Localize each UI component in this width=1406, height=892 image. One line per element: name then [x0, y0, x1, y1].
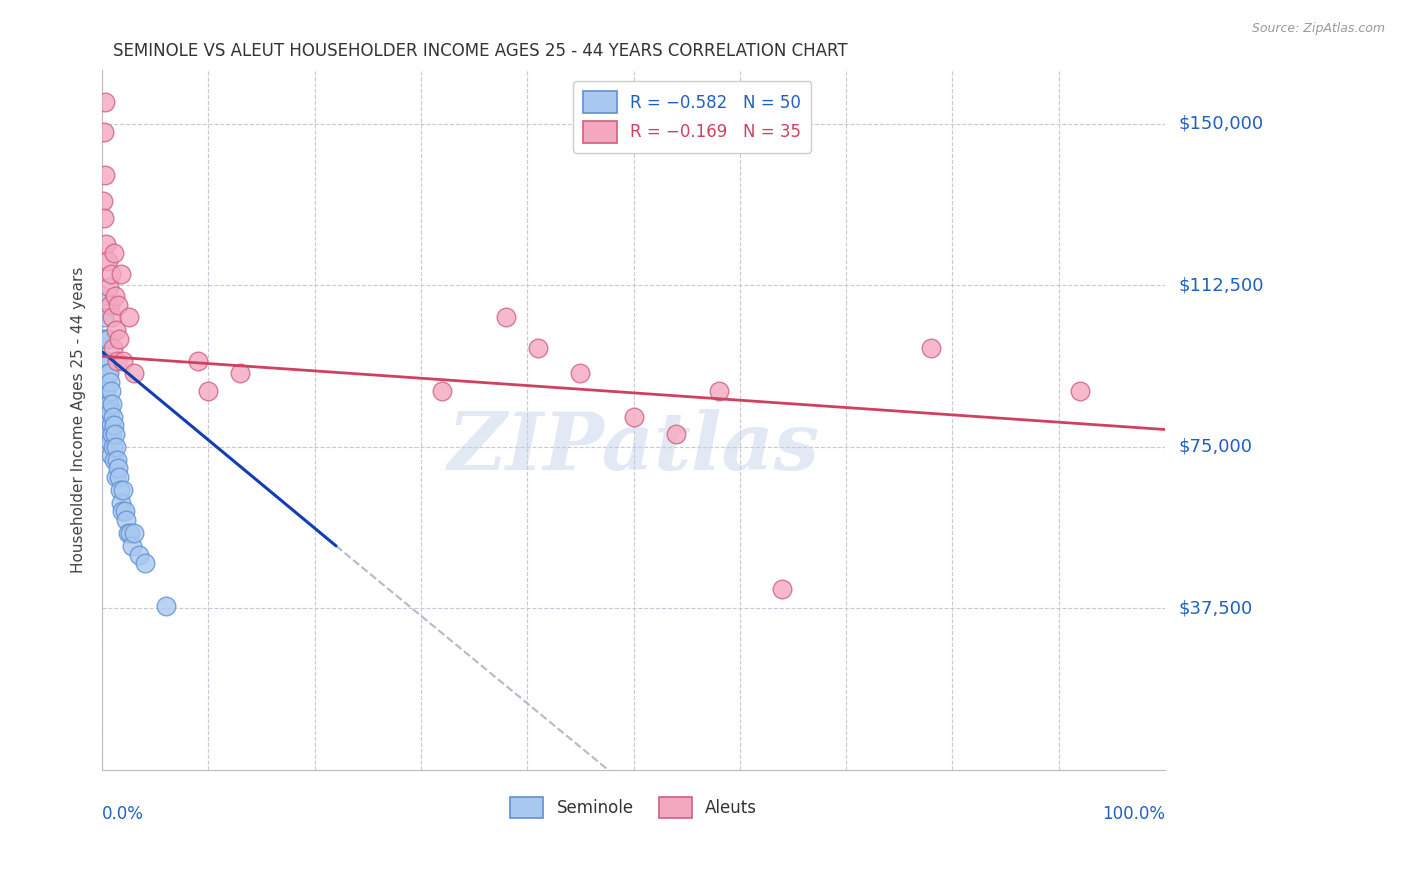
Point [94, 332, 117, 346]
Point [94, 409, 117, 424]
Point [93, 353, 115, 368]
Point [96, 353, 118, 368]
Point [623, 409, 645, 424]
Point [527, 341, 550, 355]
Point [128, 548, 150, 562]
Point [93, 125, 115, 139]
Point [98, 435, 121, 450]
Point [100, 449, 122, 463]
Point [118, 310, 141, 325]
Point [105, 452, 128, 467]
Point [118, 525, 141, 540]
Text: $75,000: $75,000 [1180, 438, 1253, 456]
Point [93, 211, 115, 226]
Point [98, 375, 121, 389]
Point [101, 409, 124, 424]
Point [108, 470, 131, 484]
Point [97, 280, 120, 294]
Point [101, 426, 124, 441]
Text: Source: ZipAtlas.com: Source: ZipAtlas.com [1251, 22, 1385, 36]
Point [121, 539, 143, 553]
Point [93, 310, 115, 325]
Point [103, 452, 125, 467]
Point [98, 405, 121, 419]
Point [110, 483, 132, 497]
Point [94, 95, 117, 109]
Text: ZIPatlas: ZIPatlas [447, 409, 820, 487]
Point [96, 397, 118, 411]
Point [117, 525, 139, 540]
Point [96, 254, 118, 268]
Point [104, 289, 127, 303]
Point [110, 496, 132, 510]
Point [91, 332, 114, 346]
Point [108, 332, 131, 346]
Point [100, 384, 122, 398]
Point [96, 409, 118, 424]
Point [122, 525, 145, 540]
Point [107, 461, 129, 475]
Point [107, 297, 129, 311]
Point [96, 332, 118, 346]
Point [97, 426, 120, 441]
Point [155, 599, 177, 614]
Point [96, 426, 118, 441]
Point [105, 440, 128, 454]
Point [103, 245, 125, 260]
Point [772, 582, 794, 596]
Point [104, 426, 127, 441]
Legend: Seminole, Aleuts: Seminole, Aleuts [503, 790, 763, 825]
Text: $112,500: $112,500 [1180, 277, 1264, 294]
Point [103, 418, 125, 433]
Point [112, 353, 135, 368]
Point [114, 504, 136, 518]
Point [105, 353, 128, 368]
Point [96, 384, 118, 398]
Point [97, 397, 120, 411]
Point [111, 504, 134, 518]
Point [114, 513, 136, 527]
Point [91, 194, 114, 208]
Point [110, 268, 132, 282]
Point [105, 470, 128, 484]
Point [122, 367, 145, 381]
Point [229, 367, 252, 381]
Point [93, 375, 115, 389]
Point [112, 483, 135, 497]
Point [91, 289, 114, 303]
Point [101, 397, 124, 411]
Point [569, 367, 592, 381]
Point [98, 297, 121, 311]
Point [94, 168, 117, 182]
Point [101, 310, 124, 325]
Text: $37,500: $37,500 [1180, 599, 1253, 617]
Point [94, 384, 117, 398]
Point [94, 353, 117, 368]
Point [100, 268, 122, 282]
Point [100, 418, 122, 433]
Point [105, 323, 128, 337]
Text: SEMINOLE VS ALEUT HOUSEHOLDER INCOME AGES 25 - 44 YEARS CORRELATION CHART: SEMINOLE VS ALEUT HOUSEHOLDER INCOME AGE… [112, 42, 848, 60]
Point [1069, 384, 1091, 398]
Point [197, 384, 219, 398]
Text: 100.0%: 100.0% [1102, 805, 1166, 823]
Y-axis label: Householder Income Ages 25 - 44 years: Householder Income Ages 25 - 44 years [72, 267, 86, 573]
Point [432, 384, 454, 398]
Point [101, 341, 124, 355]
Point [101, 440, 124, 454]
Text: 0.0%: 0.0% [103, 805, 143, 823]
Point [96, 367, 118, 381]
Text: $150,000: $150,000 [1180, 114, 1264, 133]
Point [96, 237, 118, 252]
Point [187, 353, 209, 368]
Point [97, 367, 120, 381]
Point [134, 556, 156, 570]
Point [707, 384, 730, 398]
Point [665, 426, 688, 441]
Point [495, 310, 517, 325]
Point [920, 341, 942, 355]
